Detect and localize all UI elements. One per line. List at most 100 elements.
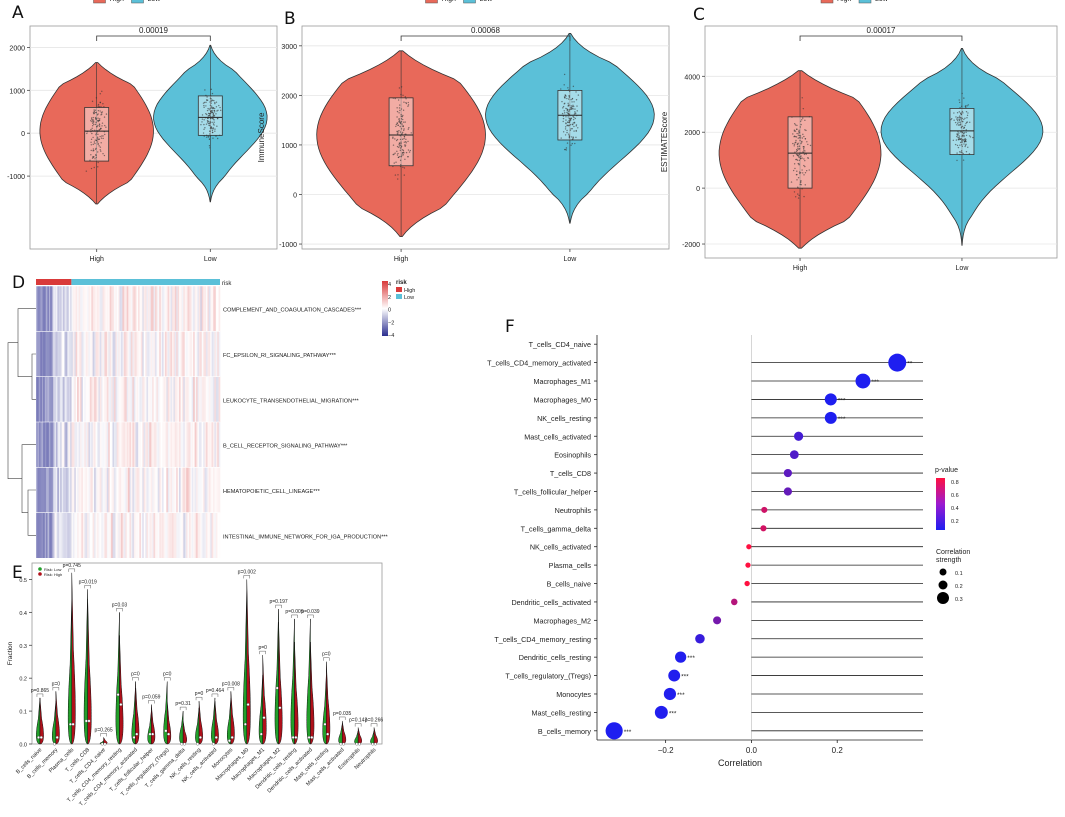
- median-dot-low: [307, 735, 311, 739]
- p-value-label: p=0.143: [349, 718, 367, 724]
- data-point: [95, 132, 98, 134]
- heat-cell: [176, 422, 178, 468]
- significance-bracket: [148, 700, 155, 704]
- data-point: [210, 111, 213, 113]
- heat-cell: [135, 422, 137, 468]
- lollipop-dot: [675, 651, 687, 663]
- data-point: [801, 157, 803, 159]
- heat-cell: [135, 467, 137, 513]
- data-point: [573, 122, 576, 124]
- panel-label-d: D: [12, 273, 25, 293]
- data-point: [967, 146, 969, 148]
- data-point: [564, 134, 567, 136]
- data-point: [405, 138, 407, 140]
- heat-cell: [64, 512, 67, 558]
- heat-cell: [89, 422, 92, 468]
- heat-cell: [71, 422, 74, 468]
- data-point: [99, 128, 102, 130]
- data-point: [562, 115, 565, 117]
- heat-cell: [133, 512, 136, 558]
- data-point: [802, 172, 804, 174]
- lollipop-dot: [794, 431, 804, 441]
- lollipop-dot: [713, 616, 722, 625]
- data-point: [398, 142, 401, 145]
- significance-bracket: [100, 733, 107, 737]
- heat-cell: [146, 467, 149, 513]
- heat-cell: [208, 467, 211, 513]
- heat-cell: [119, 286, 122, 332]
- heat-cell: [78, 331, 81, 377]
- heat-cell: [45, 422, 48, 468]
- data-point: [211, 99, 214, 101]
- data-point: [205, 134, 208, 137]
- data-point: [209, 122, 211, 124]
- data-point: [91, 100, 94, 103]
- heat-cell: [81, 331, 84, 377]
- data-point: [213, 124, 215, 126]
- heat-cell: [40, 376, 42, 422]
- heat-cell: [41, 512, 44, 558]
- heat-cell: [169, 512, 171, 558]
- heat-cell: [133, 286, 136, 332]
- data-point: [804, 119, 806, 122]
- heat-cell: [197, 467, 200, 513]
- data-point: [963, 118, 965, 121]
- violin-high: [39, 697, 44, 745]
- heat-cell: [96, 376, 99, 422]
- heat-cell: [64, 286, 67, 332]
- p-value-label: 0.00019: [139, 26, 168, 35]
- significance-bracket: [370, 723, 378, 727]
- heat-cell: [50, 422, 52, 468]
- heat-cell: [147, 331, 150, 377]
- heat-cell: [65, 467, 68, 513]
- heat-cell: [122, 422, 125, 468]
- data-point: [968, 153, 971, 155]
- heat-cell: [132, 376, 134, 422]
- heat-cell: [181, 467, 184, 513]
- data-point: [798, 171, 801, 173]
- heat-cell: [123, 376, 126, 422]
- heat-cell: [58, 376, 61, 422]
- violin-low: [306, 618, 311, 745]
- heat-cell: [52, 422, 55, 468]
- heat-cell: [120, 376, 123, 422]
- data-point: [211, 127, 213, 130]
- data-point: [212, 116, 214, 119]
- data-point: [410, 132, 412, 134]
- data-point: [397, 124, 399, 126]
- data-point: [100, 106, 102, 108]
- heat-cell: [69, 331, 72, 377]
- heat-cell: [215, 467, 218, 513]
- legend-swatch-low: [858, 0, 872, 4]
- heat-cell: [116, 512, 119, 558]
- data-point: [92, 143, 94, 146]
- panel-label-e: E: [12, 563, 23, 583]
- data-point: [218, 134, 221, 137]
- heat-cell: [126, 422, 129, 468]
- data-point: [565, 122, 567, 124]
- heat-cell: [36, 422, 38, 468]
- heat-cell: [181, 376, 184, 422]
- heat-cell: [57, 467, 59, 513]
- heat-cell: [194, 512, 197, 558]
- data-point: [566, 111, 568, 114]
- heat-cell: [75, 331, 78, 377]
- heat-cell: [50, 376, 52, 422]
- median-dot-high: [151, 732, 155, 736]
- data-point: [956, 133, 958, 135]
- data-point: [960, 150, 963, 152]
- data-point: [404, 158, 406, 160]
- data-point: [961, 135, 963, 137]
- heat-cell: [75, 286, 78, 332]
- data-point: [395, 123, 398, 126]
- data-point: [569, 118, 571, 120]
- data-point: [96, 131, 99, 133]
- heat-cell: [186, 467, 188, 513]
- heat-cell: [183, 512, 185, 558]
- heat-cell: [55, 331, 58, 377]
- heat-cell: [51, 331, 54, 377]
- significance-bracket: [275, 604, 282, 609]
- heat-cell: [115, 376, 117, 422]
- heat-cell: [118, 422, 120, 468]
- median-dot-low: [243, 722, 247, 726]
